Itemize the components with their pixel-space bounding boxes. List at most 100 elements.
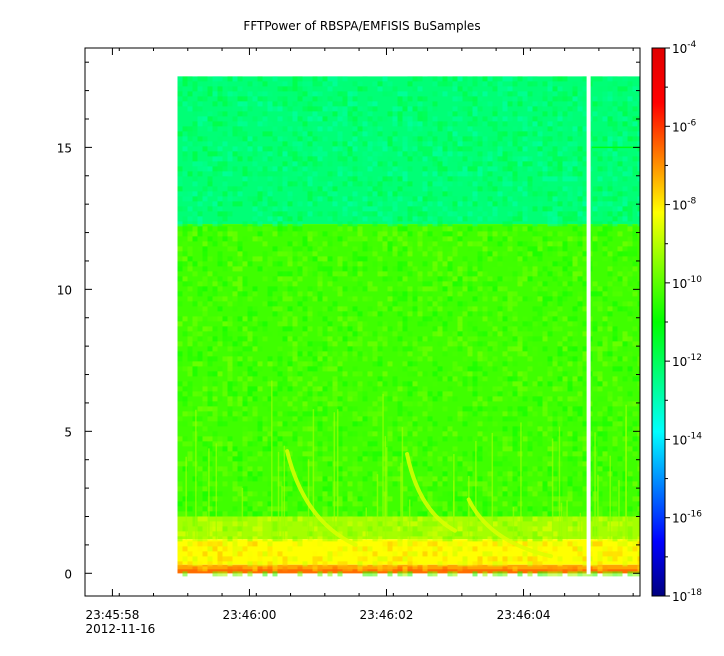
noise-cell <box>407 241 413 247</box>
noise-cell <box>392 381 398 387</box>
noise-cell <box>537 186 543 192</box>
noise-cell <box>377 321 383 327</box>
noise-cell <box>267 316 273 322</box>
noise-cell <box>192 131 198 137</box>
noise-cell <box>312 161 318 167</box>
noise-cell <box>427 466 433 472</box>
noise-cell <box>432 311 438 317</box>
noise-cell <box>357 311 363 317</box>
noise-cell <box>337 106 343 112</box>
noise-cell <box>627 441 633 447</box>
noise-cell <box>307 341 313 347</box>
noise-cell <box>502 86 508 92</box>
noise-cell <box>337 501 343 507</box>
noise-cell <box>397 486 403 492</box>
noise-cell <box>522 131 528 137</box>
noise-cell <box>617 191 623 197</box>
noise-cell <box>392 306 398 312</box>
noise-cell <box>597 411 603 417</box>
noise-cell <box>432 216 438 222</box>
noise-cell <box>187 441 193 447</box>
noise-cell <box>467 481 473 487</box>
noise-cell <box>187 406 193 412</box>
noise-cell <box>532 141 538 147</box>
noise-cell <box>227 386 233 392</box>
noise-cell <box>257 321 263 327</box>
noise-cell <box>262 256 268 262</box>
noise-cell <box>262 336 268 342</box>
noise-cell <box>617 206 623 212</box>
noise-cell <box>377 376 383 382</box>
noise-cell <box>202 146 208 152</box>
noise-cell <box>497 526 503 532</box>
noise-cell <box>597 221 603 227</box>
noise-cell <box>607 391 613 397</box>
noise-cell <box>427 461 433 467</box>
noise-cell <box>297 226 303 232</box>
noise-cell <box>582 111 588 117</box>
noise-cell <box>607 196 613 202</box>
noise-cell <box>367 146 373 152</box>
noise-cell <box>227 171 233 177</box>
noise-cell <box>332 276 338 282</box>
noise-cell <box>292 161 298 167</box>
noise-cell <box>217 186 223 192</box>
noise-cell <box>217 346 223 352</box>
noise-cell <box>192 231 198 237</box>
noise-cell <box>637 411 640 417</box>
noise-cell <box>607 116 613 122</box>
noise-cell <box>202 91 208 97</box>
noise-cell <box>502 416 508 422</box>
noise-cell <box>597 76 603 82</box>
noise-cell <box>512 536 518 542</box>
noise-cell <box>472 376 478 382</box>
noise-cell <box>522 466 528 472</box>
noise-cell <box>627 281 633 287</box>
noise-cell <box>622 266 628 272</box>
noise-cell <box>232 286 238 292</box>
noise-cell <box>217 91 223 97</box>
noise-cell <box>212 496 218 502</box>
noise-cell <box>637 501 640 507</box>
noise-cell <box>637 216 640 222</box>
noise-cell <box>442 481 448 487</box>
noise-cell <box>407 201 413 207</box>
noise-cell <box>282 291 288 297</box>
noise-cell <box>412 306 418 312</box>
noise-cell <box>637 351 640 357</box>
noise-cell <box>622 516 628 522</box>
noise-cell <box>572 521 578 527</box>
noise-cell <box>232 391 238 397</box>
noise-cell <box>502 456 508 462</box>
noise-cell <box>487 146 493 152</box>
noise-cell <box>387 91 393 97</box>
noise-cell <box>387 206 393 212</box>
noise-cell <box>592 401 598 407</box>
noise-cell <box>537 151 543 157</box>
noise-cell <box>237 376 243 382</box>
noise-cell <box>382 176 388 182</box>
noise-cell <box>372 416 378 422</box>
noise-cell <box>542 541 548 547</box>
noise-cell <box>622 406 628 412</box>
noise-cell <box>437 326 443 332</box>
noise-cell <box>447 496 453 502</box>
noise-cell <box>567 361 573 367</box>
noise-cell <box>222 186 228 192</box>
noise-cell <box>467 351 473 357</box>
noise-cell <box>547 161 553 167</box>
noise-cell <box>237 501 243 507</box>
noise-cell <box>302 461 308 467</box>
noise-cell <box>452 351 458 357</box>
noise-cell <box>487 536 493 542</box>
noise-cell <box>412 86 418 92</box>
noise-cell <box>492 146 498 152</box>
noise-cell <box>222 141 228 147</box>
noise-cell <box>532 516 538 522</box>
noise-cell <box>387 146 393 152</box>
noise-cell <box>352 411 358 417</box>
noise-cell <box>337 236 343 242</box>
noise-cell <box>247 106 253 112</box>
noise-cell <box>507 406 513 412</box>
noise-cell <box>472 531 478 537</box>
